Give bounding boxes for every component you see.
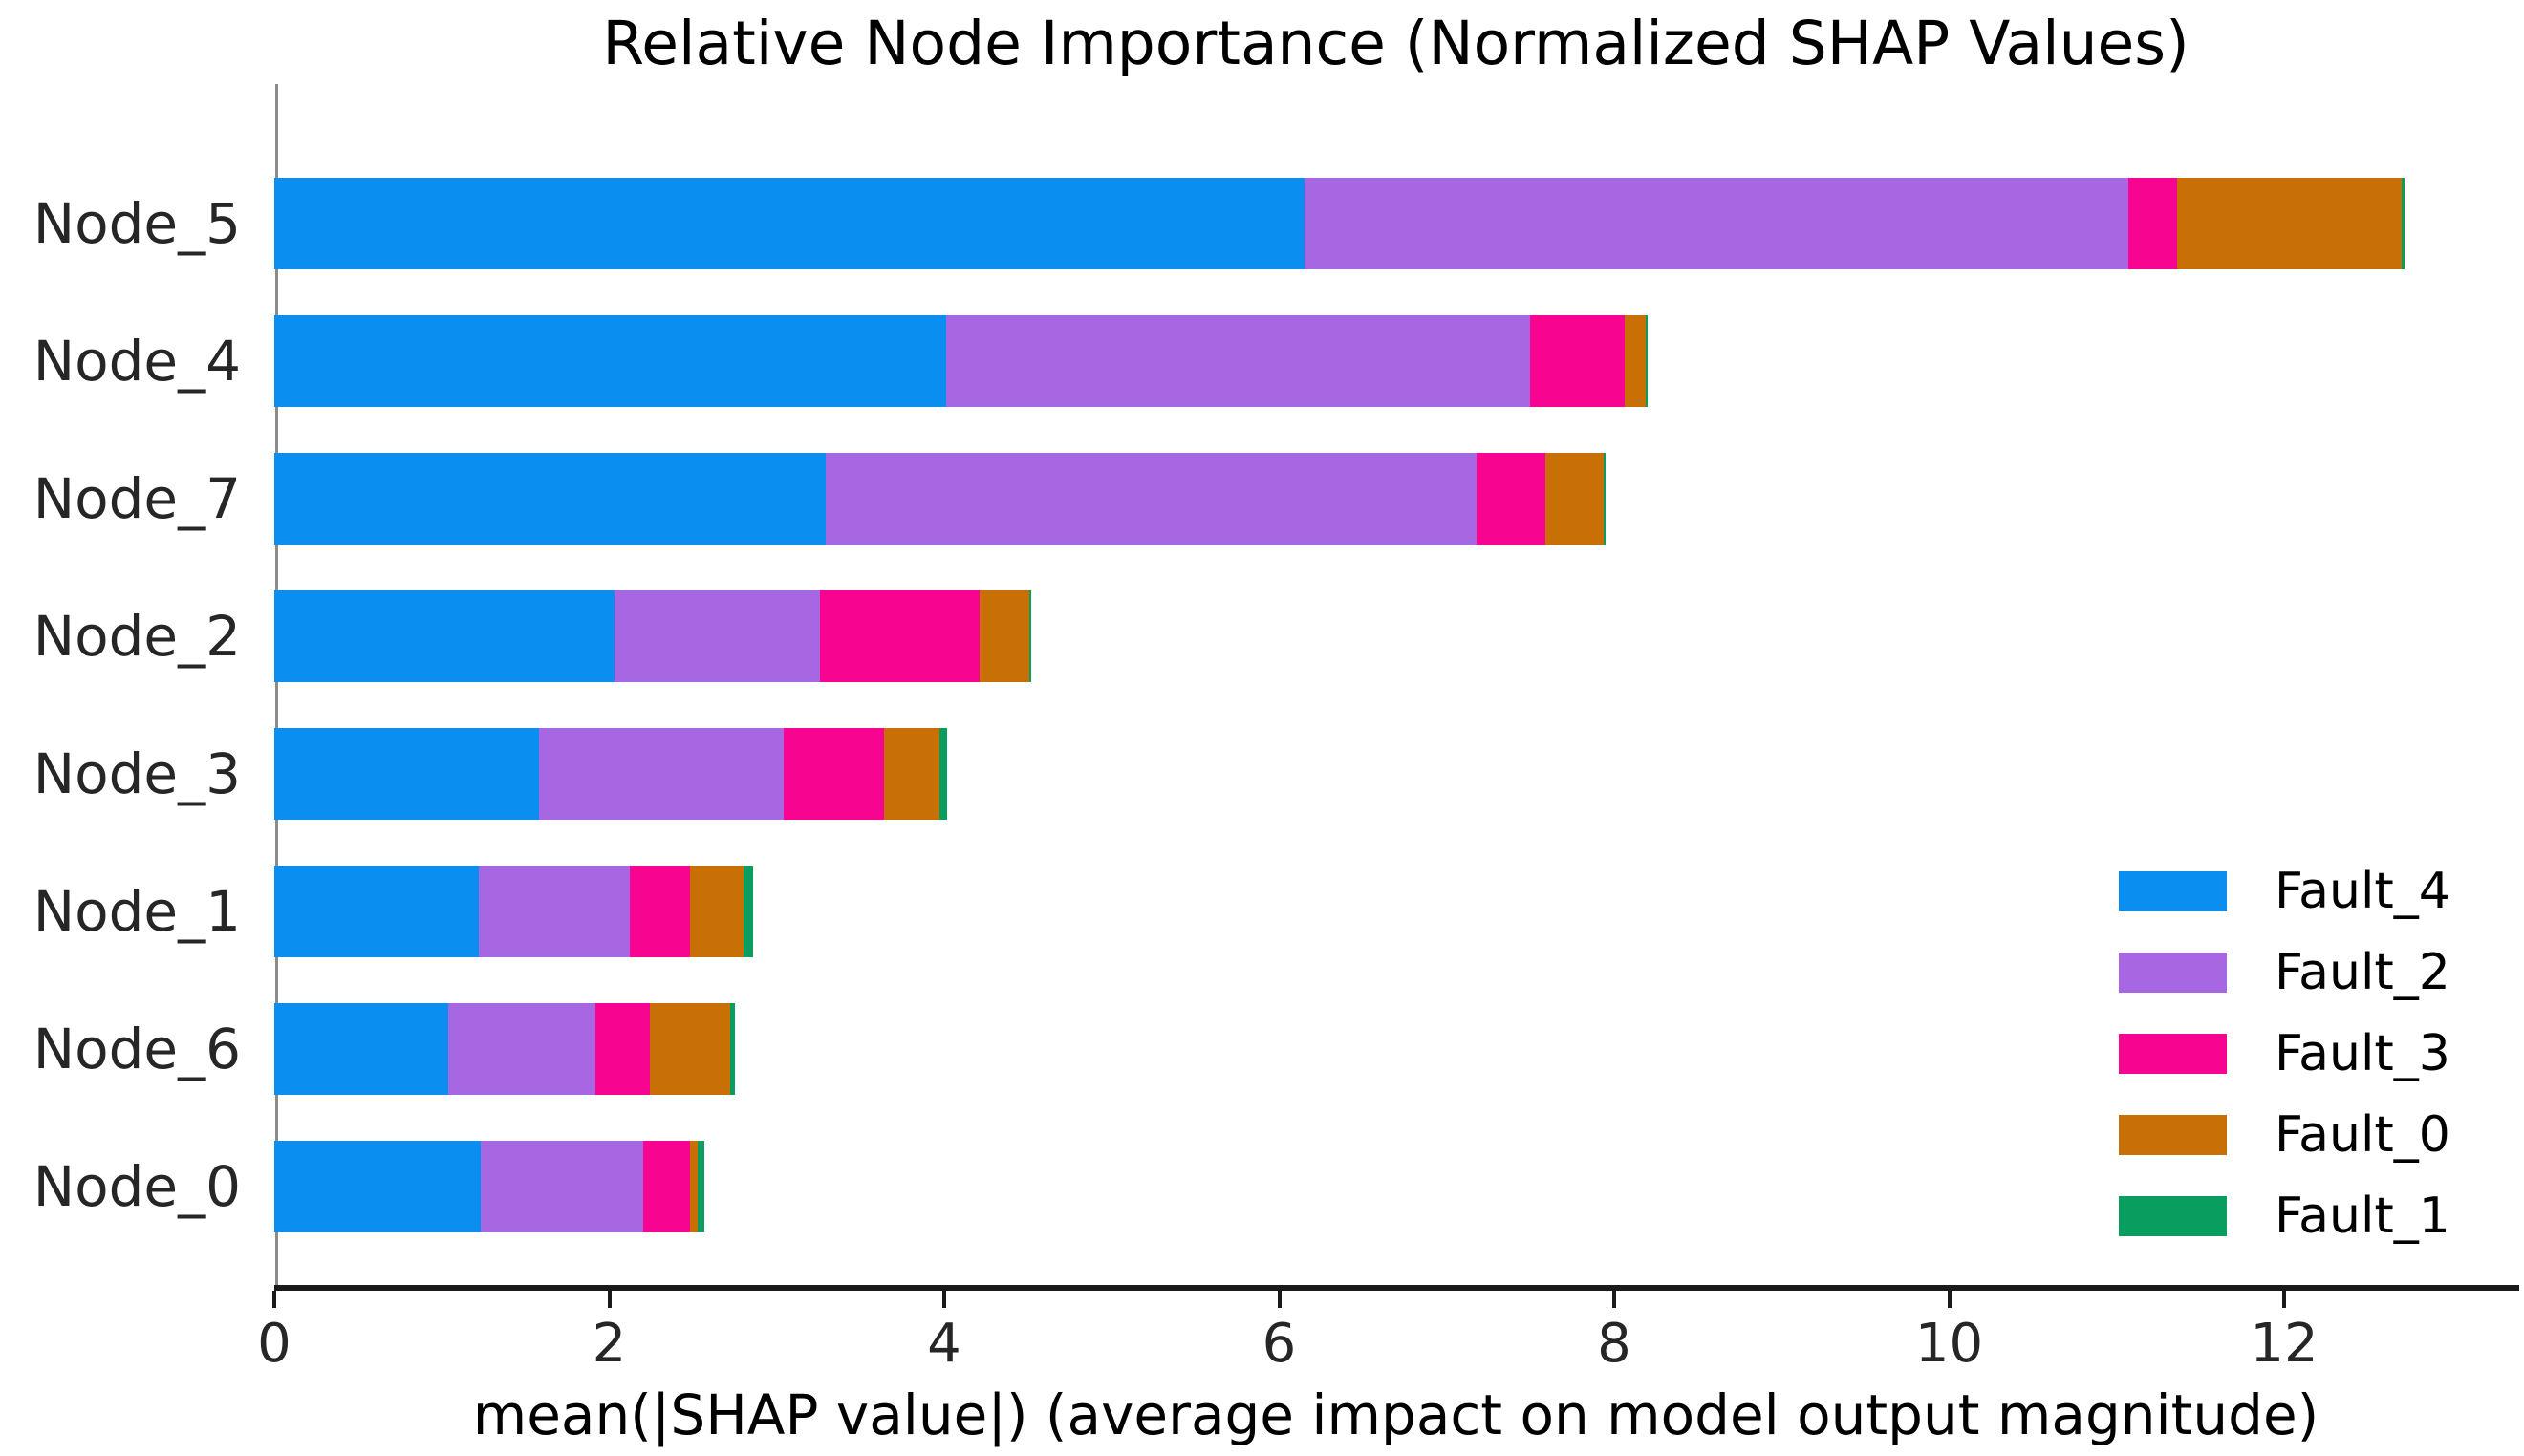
bar-segment-Node_6-Fault_3 bbox=[595, 1003, 650, 1095]
bar-segment-Node_6-Fault_4 bbox=[274, 1003, 449, 1095]
legend-label-Fault_0: Fault_0 bbox=[2275, 1106, 2450, 1164]
legend-swatch-Fault_1 bbox=[2119, 1196, 2227, 1236]
bar-segment-Node_2-Fault_4 bbox=[274, 590, 615, 682]
x-tick-label: 8 bbox=[1597, 1313, 1631, 1375]
bar-segment-Node_5-Fault_0 bbox=[2176, 178, 2402, 269]
y-tick-label-Node_4: Node_4 bbox=[32, 329, 241, 394]
bar-segment-Node_0-Fault_1 bbox=[698, 1141, 705, 1232]
bar-segment-Node_6-Fault_1 bbox=[729, 1003, 735, 1095]
bar-segment-Node_1-Fault_1 bbox=[743, 866, 754, 957]
legend-item-Fault_4: Fault_4 bbox=[2119, 862, 2520, 921]
bar-segment-Node_2-Fault_0 bbox=[979, 590, 1030, 682]
bar-segment-Node_7-Fault_1 bbox=[1604, 453, 1607, 545]
bar-segment-Node_0-Fault_3 bbox=[642, 1141, 690, 1232]
legend-item-Fault_1: Fault_1 bbox=[2119, 1187, 2520, 1246]
legend-swatch-Fault_0 bbox=[2119, 1115, 2227, 1155]
x-tick-mark bbox=[272, 1291, 276, 1308]
x-tick-label: 6 bbox=[1262, 1313, 1297, 1375]
x-tick-label: 4 bbox=[927, 1313, 961, 1375]
legend-swatch-Fault_4 bbox=[2119, 871, 2227, 911]
bar-segment-Node_4-Fault_0 bbox=[1624, 315, 1647, 407]
legend-swatch-Fault_3 bbox=[2119, 1034, 2227, 1074]
legend-label-Fault_3: Fault_3 bbox=[2275, 1025, 2450, 1082]
legend-item-Fault_0: Fault_0 bbox=[2119, 1105, 2520, 1165]
bar-segment-Node_3-Fault_2 bbox=[538, 728, 784, 820]
y-tick-label-Node_5: Node_5 bbox=[32, 191, 241, 256]
bar-segment-Node_0-Fault_2 bbox=[480, 1141, 643, 1232]
y-tick-label-Node_7: Node_7 bbox=[32, 466, 241, 531]
x-tick-label: 0 bbox=[257, 1313, 291, 1375]
bar-segment-Node_4-Fault_4 bbox=[274, 315, 946, 407]
bar-segment-Node_3-Fault_4 bbox=[274, 728, 539, 820]
bar-segment-Node_7-Fault_2 bbox=[825, 453, 1478, 545]
chart-title: Relative Node Importance (Normalized SHA… bbox=[602, 9, 2190, 78]
bar-segment-Node_5-Fault_3 bbox=[2128, 178, 2177, 269]
bar-segment-Node_2-Fault_3 bbox=[820, 590, 980, 682]
x-tick-mark bbox=[942, 1291, 946, 1308]
bar-segment-Node_0-Fault_0 bbox=[689, 1141, 699, 1232]
bar-segment-Node_2-Fault_2 bbox=[614, 590, 821, 682]
bar-segment-Node_1-Fault_4 bbox=[274, 866, 479, 957]
bar-segment-Node_4-Fault_1 bbox=[1646, 315, 1649, 407]
bar-segment-Node_3-Fault_0 bbox=[883, 728, 939, 820]
bar-segment-Node_4-Fault_2 bbox=[945, 315, 1531, 407]
bar-segment-Node_6-Fault_0 bbox=[649, 1003, 730, 1095]
bar-segment-Node_7-Fault_0 bbox=[1545, 453, 1605, 545]
bar-segment-Node_1-Fault_2 bbox=[478, 866, 630, 957]
x-tick-mark bbox=[2282, 1291, 2286, 1308]
legend: Fault_4 Fault_2 Fault_3 Fault_0 Fault_1 bbox=[2119, 862, 2520, 1273]
x-tick-mark bbox=[1277, 1291, 1282, 1308]
y-tick-label-Node_6: Node_6 bbox=[32, 1017, 241, 1081]
y-tick-label-Node_3: Node_3 bbox=[32, 741, 241, 806]
x-tick-mark bbox=[1947, 1291, 1952, 1308]
y-tick-label-Node_1: Node_1 bbox=[32, 879, 241, 944]
legend-item-Fault_3: Fault_3 bbox=[2119, 1024, 2520, 1083]
y-axis-line bbox=[275, 84, 278, 1288]
bar-segment-Node_2-Fault_1 bbox=[1029, 590, 1032, 682]
bar-segment-Node_5-Fault_2 bbox=[1304, 178, 2128, 269]
x-tick-label: 2 bbox=[592, 1313, 627, 1375]
y-tick-label-Node_2: Node_2 bbox=[32, 604, 241, 669]
legend-label-Fault_1: Fault_1 bbox=[2275, 1188, 2450, 1245]
bar-segment-Node_1-Fault_0 bbox=[689, 866, 744, 957]
x-tick-label: 12 bbox=[2250, 1313, 2319, 1375]
bar-segment-Node_0-Fault_4 bbox=[274, 1141, 481, 1232]
bar-segment-Node_1-Fault_3 bbox=[629, 866, 690, 957]
bar-segment-Node_6-Fault_2 bbox=[448, 1003, 596, 1095]
bar-segment-Node_7-Fault_3 bbox=[1477, 453, 1546, 545]
bar-segment-Node_5-Fault_4 bbox=[274, 178, 1305, 269]
legend-swatch-Fault_2 bbox=[2119, 953, 2227, 993]
legend-item-Fault_2: Fault_2 bbox=[2119, 943, 2520, 1002]
x-tick-mark bbox=[1612, 1291, 1616, 1308]
bar-segment-Node_3-Fault_1 bbox=[938, 728, 948, 820]
bar-segment-Node_5-Fault_1 bbox=[2401, 178, 2405, 269]
legend-label-Fault_4: Fault_4 bbox=[2275, 863, 2450, 920]
x-axis-title: mean(|SHAP value|) (average impact on mo… bbox=[472, 1382, 2319, 1447]
legend-label-Fault_2: Fault_2 bbox=[2275, 944, 2450, 1001]
bar-segment-Node_3-Fault_3 bbox=[783, 728, 884, 820]
x-axis-line bbox=[274, 1285, 2519, 1291]
bar-segment-Node_4-Fault_3 bbox=[1530, 315, 1625, 407]
y-tick-label-Node_0: Node_0 bbox=[32, 1154, 241, 1219]
x-tick-label: 10 bbox=[1914, 1313, 1984, 1375]
x-tick-mark bbox=[607, 1291, 612, 1308]
bar-segment-Node_7-Fault_4 bbox=[274, 453, 826, 545]
